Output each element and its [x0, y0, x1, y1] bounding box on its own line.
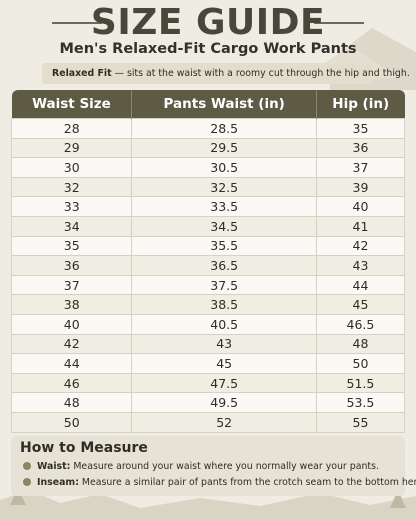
table-cell: 28.5 [131, 118, 317, 139]
item-label: Inseam: [37, 477, 79, 488]
measure-item: Waist: Measure around your waist where y… [23, 461, 379, 472]
table-cell: 36.5 [131, 255, 317, 276]
table-cell: 42 [10, 333, 133, 355]
table-cell: 37.5 [131, 274, 317, 296]
table-cell: 30.5 [131, 157, 317, 178]
table-row: 42 43 48 [10, 333, 406, 355]
title: SIZE GUIDE [90, 2, 326, 43]
table-cell: 47.5 [131, 372, 317, 394]
fit-text: — sits at the waist with a roomy cut thr… [111, 68, 410, 79]
table-cell: 44 [315, 274, 406, 296]
table-cell: 43 [131, 333, 317, 355]
item-text: Measure a similar pair of pants from the… [78, 477, 416, 488]
table-cell: 40.5 [131, 313, 317, 335]
table-row: 30 30.5 37 [10, 157, 406, 178]
item-label: Waist: [37, 461, 71, 472]
table-cell: 36 [10, 255, 133, 276]
table-row: 46 47.5 51.5 [10, 372, 406, 394]
title-rule [52, 22, 102, 24]
how-to-measure: How to Measure Waist: Measure around you… [11, 436, 416, 496]
table-cell: 53.5 [315, 392, 406, 413]
table-cell: 52 [131, 411, 317, 433]
table-row: 48 49.5 53.5 [10, 392, 406, 413]
table-row: 34 34.5 41 [10, 215, 406, 237]
table-cell: 48 [315, 333, 406, 355]
table-cell: 41 [315, 215, 406, 237]
table-row: 38 38.5 45 [10, 294, 406, 315]
table-cell: 33.5 [131, 196, 317, 217]
measure-heading: How to Measure [20, 440, 148, 456]
table-cell: 35.5 [131, 235, 317, 257]
table-row: 33 33.5 40 [10, 196, 406, 217]
table-cell: 34.5 [131, 215, 317, 237]
table-body: 28 28.5 35 29 29.5 36 30 30.5 37 32 32.5 39 33 33.5 40… [10, 118, 406, 433]
table-cell: 28 [10, 118, 133, 139]
table-cell: 37 [315, 157, 406, 178]
table-row: 35 35.5 42 [10, 235, 406, 257]
table-cell: 42 [315, 235, 406, 257]
table-row: 50 52 55 [10, 411, 406, 433]
table-cell: 29.5 [131, 137, 317, 159]
table-cell: 40 [10, 313, 133, 335]
subtitle: Men's Relaxed-Fit Cargo Work Pants [59, 41, 357, 57]
table-cell: 45 [131, 353, 317, 374]
table-row: 37 37.5 44 [10, 274, 406, 296]
fit-label: Relaxed Fit [52, 68, 112, 79]
column-header: Hip (in) [316, 90, 405, 119]
table-cell: 35 [10, 235, 133, 257]
table-cell: 38 [10, 294, 133, 315]
fit-note: Relaxed Fit — sits at the waist with a r… [42, 63, 410, 84]
table-row: 40 40.5 46.5 [10, 313, 406, 335]
table-row: 32 32.5 39 [10, 176, 406, 198]
table-cell: 38.5 [131, 294, 317, 315]
title-rule [314, 22, 364, 24]
table-cell: 50 [10, 411, 133, 433]
table-cell: 50 [315, 353, 406, 374]
table-cell: 34 [10, 215, 133, 237]
table-row: 36 36.5 43 [10, 255, 406, 276]
table-cell: 43 [315, 255, 406, 276]
table-cell: 46.5 [315, 313, 406, 335]
table-row: 44 45 50 [10, 353, 406, 374]
table-cell: 37 [10, 274, 133, 296]
table-cell: 35 [315, 118, 406, 139]
table-cell: 36 [315, 137, 406, 159]
table-row: 28 28.5 35 [10, 118, 406, 139]
table-cell: 46 [10, 372, 133, 394]
table-cell: 40 [315, 196, 406, 217]
column-header: Pants Waist (in) [131, 90, 317, 119]
table-cell: 48 [10, 392, 133, 413]
table-cell: 51.5 [315, 372, 406, 394]
table-cell: 33 [10, 196, 133, 217]
table-cell: 32.5 [131, 176, 317, 198]
table-cell: 39 [315, 176, 406, 198]
column-header: Waist Size [11, 90, 133, 119]
table-cell: 32 [10, 176, 133, 198]
table-row: 29 29.5 36 [10, 137, 406, 159]
table-cell: 55 [315, 411, 406, 433]
table-cell: 44 [10, 353, 133, 374]
item-text: Measure around your waist where you norm… [70, 461, 379, 472]
measure-item: Inseam: Measure a similar pair of pants … [23, 477, 416, 488]
table-cell: 49.5 [131, 392, 317, 413]
table-cell: 45 [315, 294, 406, 315]
size-table: Waist Size Pants Waist (in) Hip (in) 28 28.… [10, 90, 406, 433]
header-row: Waist Size Pants Waist (in) Hip (in) [11, 90, 405, 119]
table-cell: 29 [10, 137, 133, 159]
table-cell: 30 [10, 157, 133, 178]
